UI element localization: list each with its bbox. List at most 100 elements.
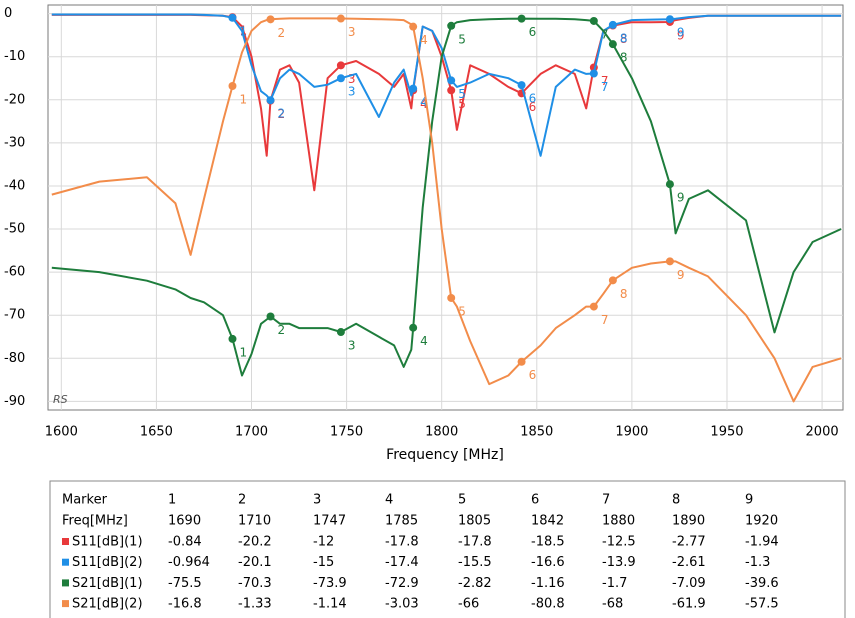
marker-dot <box>266 15 275 24</box>
marker-dot <box>517 14 526 23</box>
marker-number: 2 <box>278 26 286 40</box>
marker-value: -15 <box>313 555 334 570</box>
marker-number: 9 <box>677 268 685 282</box>
marker-number: 6 <box>529 368 537 382</box>
marker-value: -1.14 <box>313 597 347 612</box>
x-tick-label: 1650 <box>140 425 173 440</box>
marker-number: 6 <box>529 92 537 106</box>
marker-number: 2 <box>278 107 286 121</box>
marker-dot <box>409 22 418 31</box>
x-tick-label: 1700 <box>235 425 268 440</box>
marker-dot <box>266 96 275 105</box>
y-tick-label: -70 <box>4 308 25 323</box>
marker-number: 2 <box>278 107 286 121</box>
marker-dot <box>447 86 456 95</box>
series-line <box>51 17 842 377</box>
marker-value: -70.3 <box>238 576 272 591</box>
marker-number: 1 <box>239 24 247 38</box>
marker-number: 9 <box>677 28 685 42</box>
x-tick-label: 1950 <box>710 425 743 440</box>
table-header: Marker <box>62 493 108 508</box>
marker-dot <box>589 16 598 25</box>
table-header: Freq[MHz] <box>62 514 128 529</box>
marker-freq: 1805 <box>458 514 491 529</box>
y-tick-label: 0 <box>4 6 12 21</box>
marker-dot <box>228 82 237 90</box>
marker-value: -17.4 <box>385 555 419 570</box>
marker-freq: 1785 <box>385 514 418 529</box>
x-tick-label: 1900 <box>615 425 648 440</box>
marker-value: -20.1 <box>238 555 272 570</box>
marker-freq: 1747 <box>313 514 346 529</box>
marker-value: -57.5 <box>745 597 779 612</box>
marker-number: 1 <box>239 345 247 359</box>
marker-dot <box>665 257 674 266</box>
marker-value: -39.6 <box>745 576 779 591</box>
marker-dot <box>266 312 275 321</box>
marker-number: 9 <box>677 191 685 205</box>
marker-dot <box>336 14 345 23</box>
marker-number: 4 <box>420 33 428 47</box>
y-tick-label: -90 <box>4 394 25 409</box>
marker-dot <box>409 84 418 93</box>
marker-number: 6 <box>529 25 537 39</box>
marker-number: 7 <box>601 313 609 327</box>
marker-value: -2.82 <box>458 576 492 591</box>
marker-number: 7 <box>601 27 609 41</box>
marker-dot <box>228 13 237 22</box>
x-tick-label: 1750 <box>330 425 363 440</box>
table-body: Marker Freq[MHz] 1 1690 2 1710 3 1747 4 1785 5 1805… <box>62 493 779 612</box>
marker-number: 3 <box>348 72 356 86</box>
marker-column: 5 <box>458 493 466 508</box>
marker-dot <box>409 323 418 332</box>
marker-dot <box>589 302 598 311</box>
marker-column: 4 <box>385 493 393 508</box>
marker-number: 6 <box>529 100 537 114</box>
marker-column: 7 <box>602 493 610 508</box>
marker-value: -68 <box>602 597 623 612</box>
marker-value: -0.964 <box>168 555 210 570</box>
legend-label: S11[dB](1) <box>72 535 143 550</box>
marker-number: 1 <box>239 24 247 38</box>
marker-column: 9 <box>745 493 753 508</box>
marker-value: -16.8 <box>168 597 202 612</box>
marker-number: 5 <box>458 87 466 101</box>
marker-column: 2 <box>238 493 246 508</box>
marker-dot <box>608 276 617 285</box>
legend-swatch <box>62 600 69 608</box>
marker-number: 4 <box>420 334 428 348</box>
marker-value: -13.9 <box>602 555 636 570</box>
marker-number: 3 <box>348 85 356 99</box>
marker-dot <box>665 180 674 189</box>
marker-freq: 1920 <box>745 514 778 529</box>
marker-value: -17.8 <box>385 535 419 550</box>
marker-value: -1.7 <box>602 576 627 591</box>
series-line <box>51 17 842 403</box>
marker-number: 4 <box>420 95 428 109</box>
x-axis-label: Frequency [MHz] <box>386 447 504 463</box>
marker-number: 8 <box>620 51 628 65</box>
marker-column: 1 <box>168 493 176 508</box>
marker-freq: 1880 <box>602 514 635 529</box>
marker-value: -15.5 <box>458 555 492 570</box>
legend-label: S21[dB](1) <box>72 576 143 591</box>
x-tick-label: 2000 <box>806 425 839 440</box>
x-tick-label: 1850 <box>520 425 553 440</box>
marker-number: 5 <box>458 304 466 318</box>
marker-value: -18.5 <box>531 535 565 550</box>
marker-value: -1.94 <box>745 535 779 550</box>
marker-freq: 1710 <box>238 514 271 529</box>
marker-value: -2.77 <box>672 535 706 550</box>
marker-table <box>49 480 846 618</box>
marker-value: -2.61 <box>672 555 706 570</box>
marker-number: 7 <box>601 80 609 94</box>
marker-dot <box>447 21 456 30</box>
legend-swatch <box>62 538 69 545</box>
marker-value: -61.9 <box>672 597 706 612</box>
marker-value: -75.5 <box>168 576 202 591</box>
marker-freq: 1890 <box>672 514 705 529</box>
y-tick-label: -20 <box>4 92 25 107</box>
marker-number: 7 <box>601 74 609 88</box>
marker-number: 3 <box>348 339 356 353</box>
